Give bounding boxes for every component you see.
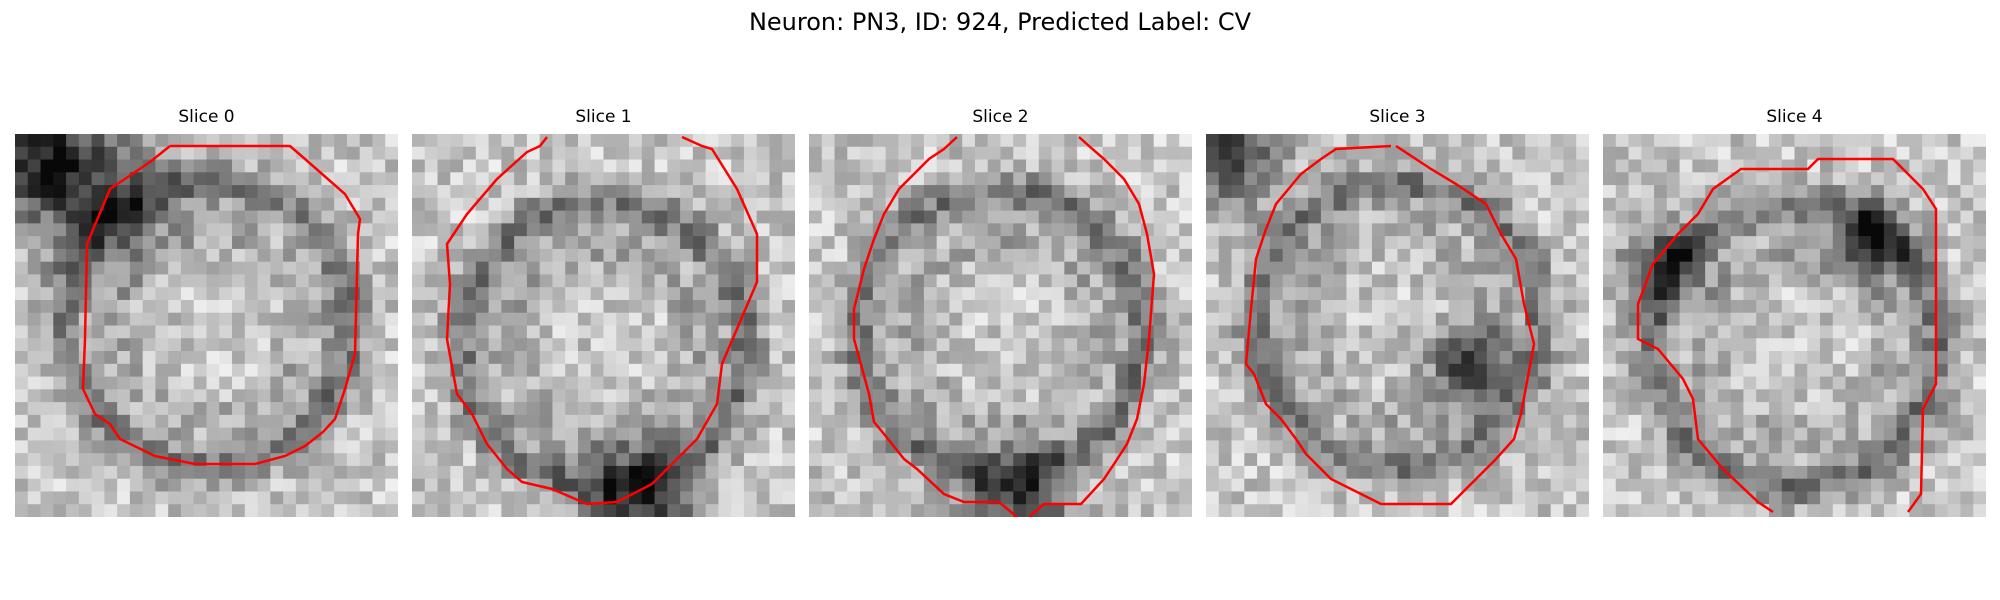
slice-title: Slice 0 — [178, 107, 235, 127]
segmentation-contour — [1244, 144, 1536, 506]
em-image-slice — [412, 134, 795, 517]
segmentation-contour — [852, 136, 1018, 517]
em-image-slice — [15, 134, 398, 517]
em-image-slice — [1206, 134, 1589, 517]
em-image-slice — [809, 134, 1192, 517]
segmentation-contour — [1028, 136, 1156, 517]
slice-title: Slice 1 — [575, 107, 632, 127]
slice-panel-3: Slice 3 — [1206, 107, 1589, 517]
segmentation-contour — [81, 144, 362, 466]
slice-panel-1: Slice 1 — [412, 107, 795, 517]
slice-title: Slice 2 — [972, 107, 1029, 127]
em-image-slice — [1603, 134, 1986, 517]
slice-title: Slice 4 — [1766, 107, 1823, 127]
figure-title: Neuron: PN3, ID: 924, Predicted Label: C… — [748, 8, 1252, 36]
slice-panel-0: Slice 0 — [15, 107, 398, 517]
slice-title: Slice 3 — [1369, 107, 1426, 127]
slice-panel-4: Slice 4 — [1603, 107, 1986, 517]
segmentation-contour — [445, 135, 759, 506]
slice-panel-2: Slice 2 — [809, 107, 1192, 517]
segmentation-contour — [1636, 157, 1938, 514]
